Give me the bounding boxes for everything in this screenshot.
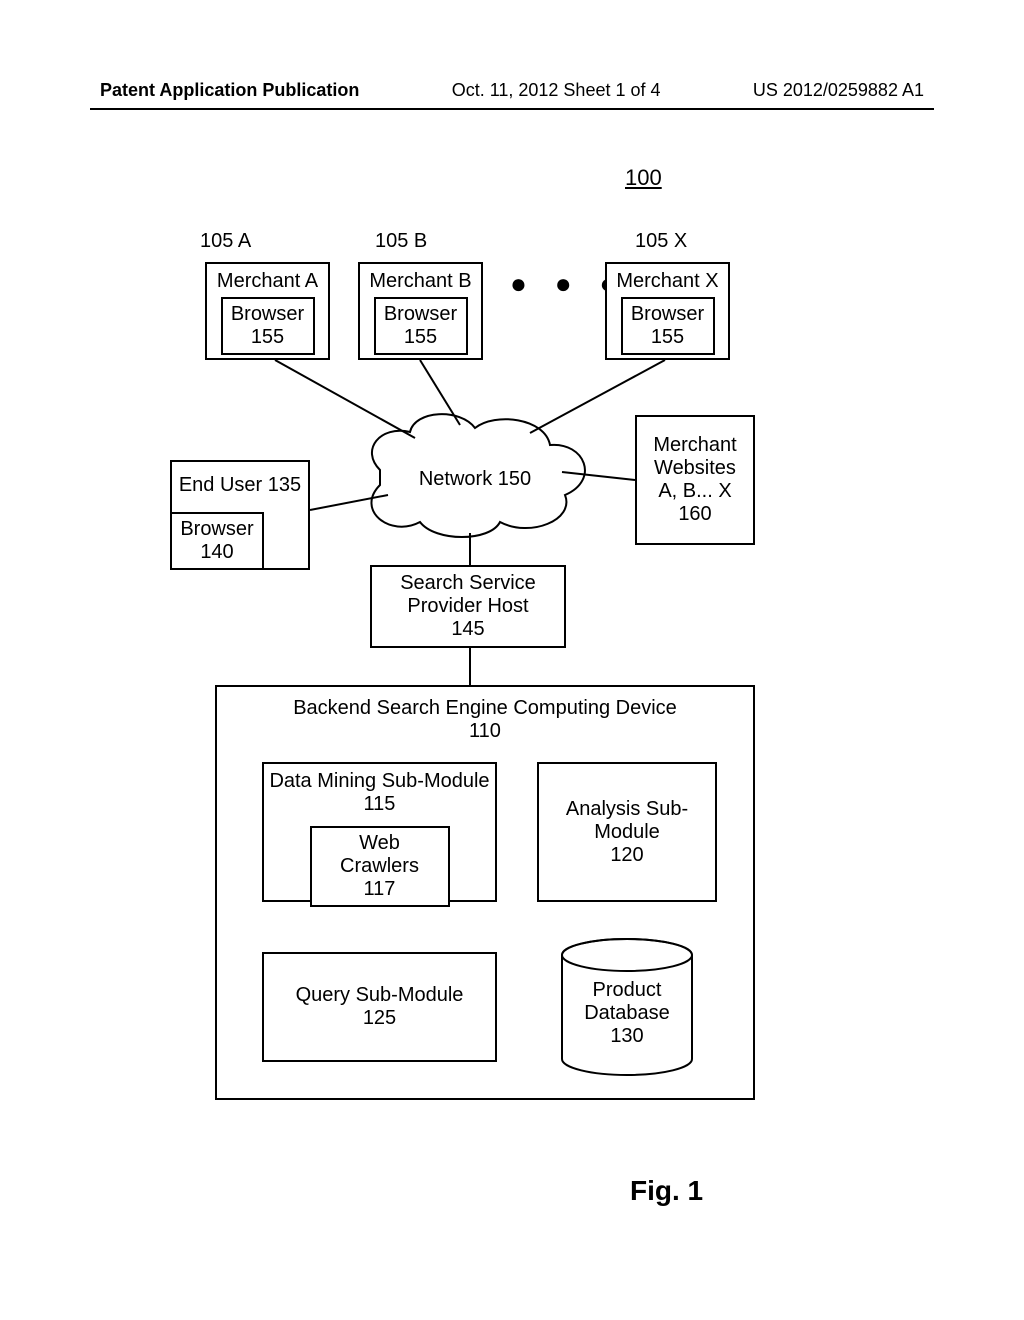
figure-caption: Fig. 1 bbox=[630, 1175, 703, 1207]
web-crawlers-num: 117 bbox=[320, 878, 440, 901]
merchant-a-title: Merchant A bbox=[217, 270, 318, 293]
backend-box: Backend Search Engine Computing Device 1… bbox=[215, 685, 755, 1100]
backend-title: Backend Search Engine Computing Device bbox=[293, 697, 677, 720]
merchant-websites-box: Merchant Websites A, B... X 160 bbox=[635, 415, 755, 545]
merchant-b-browser-num: 155 bbox=[384, 326, 458, 349]
end-user-browser: Browser bbox=[180, 518, 254, 541]
analysis-num: 120 bbox=[610, 844, 643, 867]
search-host-l3: 145 bbox=[451, 618, 484, 641]
header-left: Patent Application Publication bbox=[100, 80, 359, 101]
merchant-x-browser: Browser bbox=[631, 303, 705, 326]
merchant-websites-l3: A, B... X bbox=[658, 480, 731, 503]
diagram: 105 A Merchant A Browser 155 105 B Merch… bbox=[0, 150, 1024, 1150]
merchant-websites-l4: 160 bbox=[678, 503, 711, 526]
merchant-x-title: Merchant X bbox=[616, 270, 718, 293]
backend-num: 110 bbox=[469, 720, 501, 743]
merchant-x-ref: 105 X bbox=[635, 230, 687, 253]
search-host-box: Search Service Provider Host 145 bbox=[370, 565, 566, 648]
end-user-title: End User 135 bbox=[179, 474, 301, 497]
merchant-a-browser: Browser bbox=[231, 303, 305, 326]
query-title: Query Sub-Module bbox=[296, 984, 464, 1007]
search-host-l2: Provider Host bbox=[407, 595, 528, 618]
query-box: Query Sub-Module 125 bbox=[262, 952, 497, 1062]
query-num: 125 bbox=[363, 1007, 396, 1030]
merchant-b-title: Merchant B bbox=[369, 270, 471, 293]
header-rule bbox=[90, 108, 934, 110]
header-mid: Oct. 11, 2012 Sheet 1 of 4 bbox=[452, 80, 661, 101]
data-mining-box: Data Mining Sub-Module 115 Web Crawlers … bbox=[262, 762, 497, 902]
data-mining-num: 115 bbox=[364, 793, 396, 816]
merchant-x-browser-num: 155 bbox=[631, 326, 705, 349]
merchant-x-browser-box: Browser 155 bbox=[621, 297, 715, 355]
analysis-l1: Analysis Sub- bbox=[566, 798, 688, 821]
search-host-l1: Search Service bbox=[400, 572, 536, 595]
merchant-a-box: Merchant A Browser 155 bbox=[205, 262, 330, 360]
header-right: US 2012/0259882 A1 bbox=[753, 80, 924, 101]
web-crawlers-box: Web Crawlers 117 bbox=[310, 826, 450, 907]
database-cylinder: Product Database 130 bbox=[557, 937, 697, 1077]
merchant-websites-l2: Websites bbox=[654, 457, 736, 480]
merchant-b-browser-box: Browser 155 bbox=[374, 297, 468, 355]
data-mining-title: Data Mining Sub-Module bbox=[269, 770, 489, 793]
merchant-x-box: Merchant X Browser 155 bbox=[605, 262, 730, 360]
merchant-b-box: Merchant B Browser 155 bbox=[358, 262, 483, 360]
end-user-browser-num: 140 bbox=[180, 541, 254, 564]
analysis-box: Analysis Sub- Module 120 bbox=[537, 762, 717, 902]
analysis-l2: Module bbox=[594, 821, 660, 844]
merchant-b-browser: Browser bbox=[384, 303, 458, 326]
database-num: 130 bbox=[557, 1025, 697, 1048]
page-header: Patent Application Publication Oct. 11, … bbox=[0, 80, 1024, 101]
end-user-box: End User 135 Browser 140 bbox=[170, 460, 310, 570]
web-crawlers-title: Web Crawlers bbox=[320, 832, 440, 878]
database-l2: Database bbox=[557, 1002, 697, 1025]
merchant-a-ref: 105 A bbox=[200, 230, 251, 253]
end-user-browser-box: Browser 140 bbox=[170, 512, 264, 570]
merchant-a-browser-box: Browser 155 bbox=[221, 297, 315, 355]
merchant-a-browser-num: 155 bbox=[231, 326, 305, 349]
network-label: Network 150 bbox=[410, 468, 540, 491]
database-title: Product bbox=[557, 979, 697, 1002]
merchant-b-ref: 105 B bbox=[375, 230, 427, 253]
merchant-websites-l1: Merchant bbox=[653, 434, 736, 457]
page: Patent Application Publication Oct. 11, … bbox=[0, 0, 1024, 1320]
